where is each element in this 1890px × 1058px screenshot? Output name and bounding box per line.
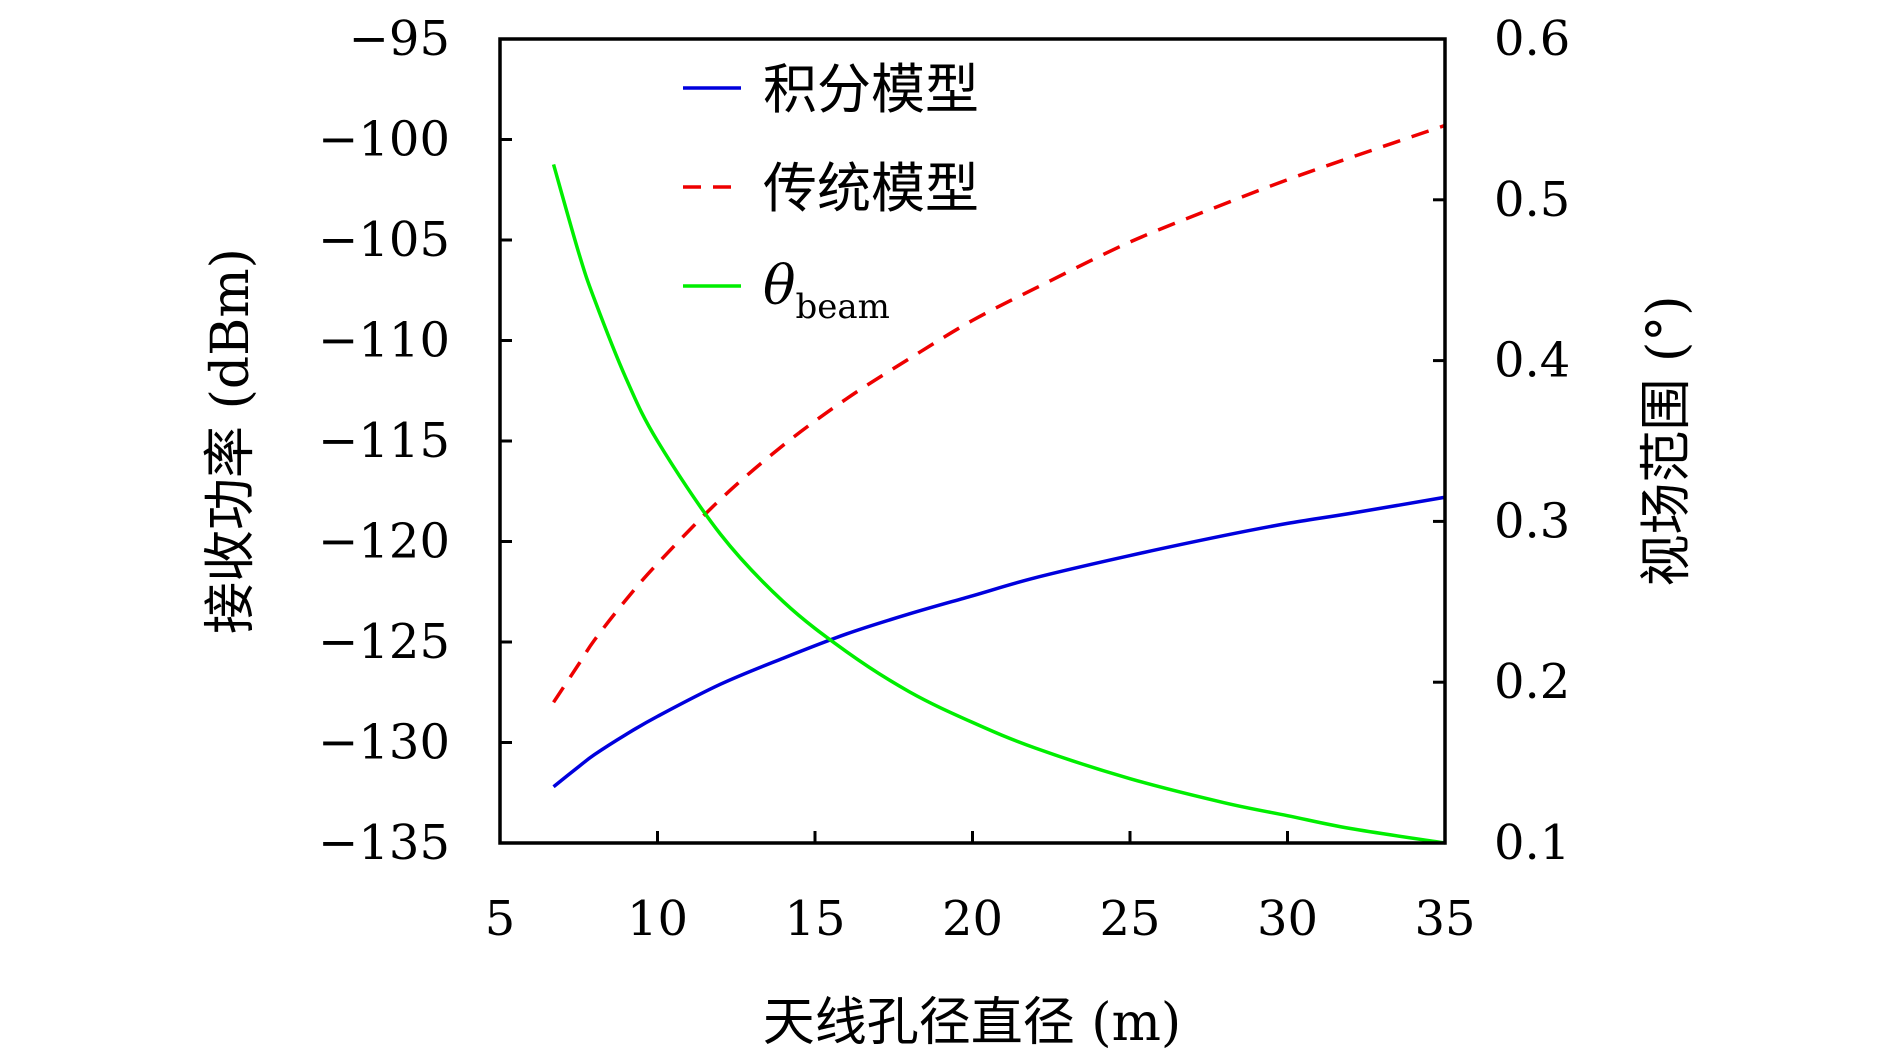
y-tick-label: −125	[318, 614, 450, 670]
y-tick-label: −135	[318, 815, 450, 871]
y2-tick-label: 0.1	[1494, 815, 1570, 871]
y-tick-label: −110	[318, 313, 450, 369]
legend-theta-symbol: θ	[763, 254, 796, 317]
x-tick-label: 35	[1414, 891, 1475, 947]
legend-label-theta-beam: θbeam	[763, 254, 890, 327]
x-tick-label: 10	[627, 891, 688, 947]
y-tick-label: −115	[318, 413, 450, 469]
legend: 积分模型 传统模型 θbeam	[683, 58, 979, 327]
series-traditional-model	[552, 123, 1446, 704]
y2-axis-title: 视场范围 (°)	[1637, 295, 1697, 586]
x-tick-label: 15	[784, 891, 845, 947]
y-tick-label: −130	[318, 715, 450, 771]
legend-label-traditional-model: 传统模型	[763, 157, 979, 220]
x-tick-label: 20	[942, 891, 1003, 947]
legend-theta-subscript: beam	[796, 287, 890, 327]
x-tick-label: 30	[1257, 891, 1318, 947]
x-tick-label: 5	[485, 891, 516, 947]
y-tick-label: −120	[318, 514, 450, 570]
y2-tick-label: 0.4	[1494, 333, 1570, 389]
y2-tick-label: 0.6	[1494, 11, 1570, 67]
y2-tick-label: 0.3	[1494, 493, 1570, 549]
series-layer	[551, 123, 1446, 845]
x-axis-title: 天线孔径直径 (m)	[763, 993, 1181, 1053]
y-tick-label: −100	[318, 112, 450, 168]
legend-label-integral-model: 积分模型	[763, 58, 979, 121]
ticks-layer: 5 10 15 20 25 30 35 −95 −100 −105 −110 −115 −120 −125…	[318, 11, 1570, 947]
y2-tick-label: 0.2	[1494, 654, 1570, 710]
y-tick-label: −95	[349, 11, 450, 67]
series-theta-beam	[551, 163, 1446, 845]
y-axis-title: 接收功率 (dBm)	[201, 248, 261, 634]
y2-tick-label: 0.5	[1494, 172, 1570, 228]
x-tick-label: 25	[1099, 891, 1160, 947]
series-integral-model	[552, 495, 1446, 789]
y-tick-label: −105	[318, 212, 450, 268]
